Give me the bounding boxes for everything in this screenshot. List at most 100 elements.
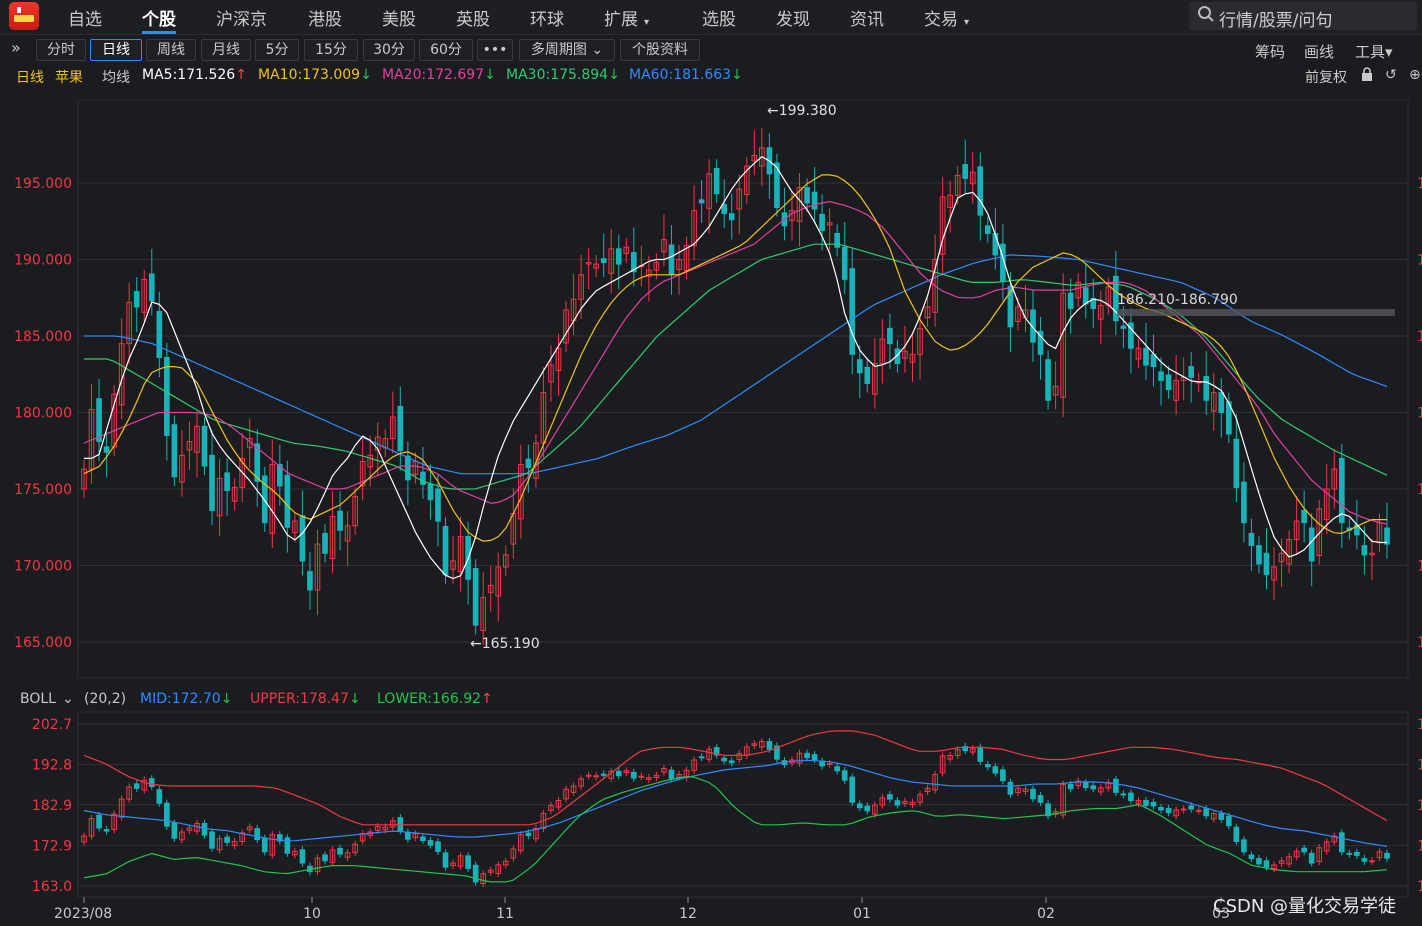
- zoom-in-icon[interactable]: ⊕: [1409, 67, 1421, 83]
- nav-ganggu[interactable]: 港股: [308, 10, 342, 30]
- more-periods-button[interactable]: •••: [477, 39, 513, 61]
- candle-body: [1030, 309, 1036, 343]
- nav-gegu[interactable]: 个股: [142, 5, 176, 34]
- boll-candle-body: [1278, 860, 1285, 864]
- boll-candle-body: [299, 849, 306, 864]
- y-tick-label-right: 1: [1417, 329, 1422, 345]
- indicator-name[interactable]: BOLL: [20, 691, 56, 707]
- chip-distribution-button[interactable]: 筹码: [1255, 43, 1286, 61]
- reset-icon[interactable]: ↺: [1385, 67, 1397, 83]
- boll-candle-body: [661, 768, 667, 773]
- boll-candle-body: [164, 802, 170, 827]
- boll-candle-body: [1369, 860, 1375, 863]
- boll-candle-body: [653, 774, 660, 779]
- search-input[interactable]: 行情/股票/问句: [1189, 2, 1417, 31]
- candle-body: [1286, 538, 1292, 565]
- candle-body: [849, 268, 856, 355]
- candle-body: [186, 441, 193, 451]
- candle-body: [216, 477, 223, 517]
- boll-lower-value: LOWER:166.92↑: [377, 691, 493, 707]
- candle-body: [299, 515, 306, 562]
- boll-y-tick-label-right: 1: [1417, 839, 1422, 855]
- nav-jiaoyi[interactable]: 交易 ▾: [924, 5, 969, 30]
- kline-chart-area[interactable]: 195.000 1 190.000 1 185.000 1 180.000 1 175.000 1…: [0, 86, 1422, 926]
- nav-zixun[interactable]: 资讯: [850, 10, 884, 30]
- boll-y-tick-label: 172.9: [32, 839, 72, 855]
- candle-body: [1278, 552, 1285, 563]
- boll-candle-body: [322, 854, 328, 862]
- nav-yinggu[interactable]: 英股: [456, 10, 490, 30]
- period-60min[interactable]: 60分: [419, 39, 473, 61]
- nav-meigu[interactable]: 美股: [382, 10, 416, 30]
- candle-body: [96, 398, 102, 443]
- candle-body: [1233, 438, 1240, 488]
- candle-body: [932, 259, 938, 313]
- y-tick-label-right: 1: [1417, 559, 1422, 575]
- nav-faxian[interactable]: 发现: [776, 10, 810, 30]
- candle-body: [728, 213, 735, 221]
- tools-dropdown[interactable]: 工具▾: [1355, 43, 1393, 61]
- period-5min[interactable]: 5分: [255, 39, 299, 61]
- ma-label[interactable]: 均线: [102, 70, 130, 86]
- lock-icon[interactable]: [1360, 67, 1374, 86]
- nav-kuozhan[interactable]: 扩展 ▾: [604, 5, 649, 30]
- candle-body: [1271, 566, 1277, 581]
- adjust-mode-label[interactable]: 前复权: [1305, 70, 1347, 86]
- expand-panel-icon[interactable]: »: [11, 38, 21, 57]
- period-month[interactable]: 月线: [201, 39, 251, 61]
- candle-body: [103, 446, 110, 453]
- candle-body: [141, 278, 148, 313]
- stock-info-button[interactable]: 个股资料: [620, 39, 700, 61]
- ma5-text: MA5:171.526: [142, 67, 236, 83]
- nav-zixuan[interactable]: 自选: [68, 10, 102, 30]
- candle-body: [698, 199, 705, 204]
- top-nav-bar: 自选 个股 沪深京 港股 美股 英股 环球 扩展 ▾ 选股 发现 资讯 交易 ▾ 行…: [0, 0, 1422, 35]
- period-week[interactable]: 周线: [146, 39, 196, 61]
- candle-body: [1075, 281, 1082, 299]
- boll-candle-body: [118, 798, 125, 818]
- period-day[interactable]: 日线: [90, 39, 142, 61]
- multi-period-dropdown[interactable]: 多周期图 ⌄: [519, 39, 615, 61]
- boll-candle-body: [713, 747, 720, 756]
- boll-candle-body: [457, 855, 464, 867]
- candle-body: [819, 213, 825, 231]
- candle-body: [600, 258, 607, 264]
- nav-xuangu[interactable]: 选股: [702, 10, 736, 30]
- candle-body: [1052, 385, 1059, 396]
- boll-candle-body: [397, 817, 404, 832]
- y-tick-label: 195.000: [14, 176, 72, 192]
- candle-body: [864, 366, 871, 384]
- nav-hushenjing[interactable]: 沪深京: [216, 10, 267, 30]
- boll-candle-body: [133, 783, 140, 789]
- boll-candle-body: [548, 804, 554, 811]
- period-fenshi[interactable]: 分时: [36, 39, 86, 61]
- period-30min[interactable]: 30分: [363, 39, 415, 61]
- boll-candle-body: [1338, 832, 1345, 853]
- boll-candle-body: [924, 787, 931, 792]
- candle-body: [608, 248, 615, 274]
- chevron-down-icon[interactable]: ⌄: [62, 691, 74, 707]
- y-tick-label: 180.000: [14, 406, 72, 422]
- candle-body: [661, 239, 667, 253]
- app-logo-icon[interactable]: [9, 2, 39, 30]
- boll-candle-body: [1030, 788, 1036, 800]
- candle-body: [472, 568, 479, 626]
- candle-body: [337, 510, 343, 531]
- candle-body: [1015, 306, 1021, 322]
- candle-body: [759, 147, 765, 167]
- x-tick-label: 01: [853, 906, 871, 922]
- boll-candle-body: [261, 837, 268, 853]
- boll-candle-body: [292, 850, 298, 856]
- candle-body: [427, 483, 434, 501]
- nav-huanqiu[interactable]: 环球: [530, 10, 564, 30]
- boll-candle-body: [435, 841, 441, 852]
- ma30-line: [84, 243, 1388, 490]
- arrow-up-icon: ↑: [481, 691, 493, 707]
- boll-candle-body: [646, 777, 652, 780]
- boll-candle-body: [442, 852, 449, 868]
- draw-line-button[interactable]: 画线: [1304, 43, 1335, 61]
- candle-body: [841, 246, 848, 280]
- period-15min[interactable]: 15分: [304, 39, 358, 61]
- candle-body: [630, 252, 637, 273]
- candle-body: [653, 262, 660, 271]
